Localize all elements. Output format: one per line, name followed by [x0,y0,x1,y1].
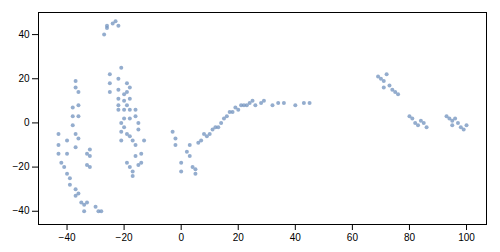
svg-text:80: 80 [404,232,416,243]
svg-text:−20: −20 [13,161,30,172]
svg-text:−20: −20 [116,232,133,243]
svg-text:20: 20 [233,232,245,243]
svg-text:60: 60 [347,232,359,243]
svg-text:20: 20 [18,73,30,84]
svg-text:40: 40 [18,29,30,40]
svg-text:0: 0 [178,232,184,243]
svg-text:−40: −40 [13,205,30,216]
svg-text:−40: −40 [59,232,76,243]
svg-text:0: 0 [24,117,30,128]
svg-text:100: 100 [458,232,475,243]
svg-text:40: 40 [290,232,302,243]
